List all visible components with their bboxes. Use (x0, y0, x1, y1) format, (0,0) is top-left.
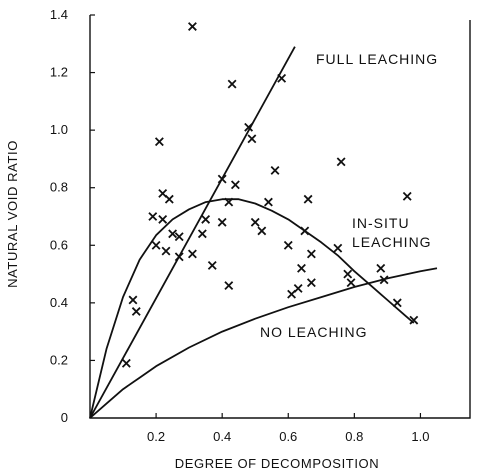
data-point-marker (263, 197, 273, 207)
data-point-marker (217, 217, 227, 227)
data-point-marker (158, 214, 168, 224)
data-point-marker (154, 137, 164, 147)
data-point-marker (306, 249, 316, 259)
y-tick-label: 0 (61, 410, 68, 425)
data-point-marker (257, 226, 267, 236)
data-point-marker (121, 358, 131, 368)
curve-in-situ-leaching (89, 198, 415, 419)
data-point-marker (306, 278, 316, 288)
data-point-marker (277, 73, 287, 83)
data-point-marker (293, 284, 303, 293)
data-point-marker (270, 166, 280, 175)
y-tick-label: 0.4 (50, 295, 68, 310)
full-leaching-label: FULL LEACHING (316, 51, 438, 67)
x-tick-label: 0.6 (279, 429, 297, 444)
data-point-marker (409, 315, 419, 325)
y-tick-label: 1.0 (50, 122, 68, 137)
data-point-marker (392, 298, 402, 308)
y-axis-label: NATURAL VOID RATIO (5, 140, 20, 288)
data-point-marker (346, 278, 356, 288)
data-point-marker (187, 22, 197, 31)
data-point-marker (343, 269, 353, 279)
data-point-marker (336, 157, 346, 167)
data-point-marker (197, 229, 207, 239)
x-tick-label: 0.4 (213, 429, 231, 444)
in-situ-leaching-label-line2: LEACHING (352, 234, 432, 250)
data-point-marker (376, 263, 386, 273)
data-point-marker (333, 243, 343, 253)
data-point-marker (174, 252, 184, 262)
data-point-marker (174, 232, 184, 242)
x-axis-label: DEGREE OF DECOMPOSITION (175, 456, 379, 471)
data-point-marker (224, 281, 234, 291)
data-point-marker (303, 194, 313, 204)
data-point-marker (402, 191, 412, 201)
data-point-marker (164, 194, 174, 204)
data-point-marker (283, 240, 293, 250)
data-point-marker (201, 214, 211, 224)
no-leaching-label: NO LEACHING (260, 324, 367, 340)
data-point-marker (250, 217, 260, 227)
data-point-marker (148, 212, 158, 221)
data-point-marker (247, 134, 257, 144)
data-point-marker (300, 226, 310, 236)
x-tick-label: 0.2 (147, 429, 165, 444)
data-point-marker (379, 275, 389, 285)
data-point-marker (297, 263, 306, 273)
data-point-marker (227, 79, 237, 89)
y-tick-label: 0.6 (50, 237, 68, 252)
data-point-marker (168, 229, 178, 239)
curve-no-leaching (89, 267, 438, 419)
data-point-marker (230, 180, 240, 190)
data-point-marker (161, 246, 171, 256)
plot-frame (89, 15, 471, 419)
x-tick-label: 0.8 (345, 429, 363, 444)
data-point-marker (224, 197, 234, 207)
y-tick-label: 0.2 (50, 352, 68, 367)
data-point-marker (207, 260, 217, 270)
data-point-marker (187, 249, 197, 259)
curve-full-leaching (89, 46, 296, 419)
y-tick-label: 1.4 (50, 7, 68, 22)
data-point-marker (217, 174, 227, 184)
data-point-marker (128, 295, 138, 305)
data-point-marker (244, 122, 254, 132)
x-tick-label: 1.0 (411, 429, 429, 444)
y-tick-label: 1.2 (50, 65, 68, 80)
y-tick-label: 0.8 (50, 180, 68, 195)
data-point-marker (131, 307, 141, 316)
in-situ-leaching-label-line1: IN-SITU (352, 215, 410, 231)
data-point-marker (151, 240, 161, 250)
